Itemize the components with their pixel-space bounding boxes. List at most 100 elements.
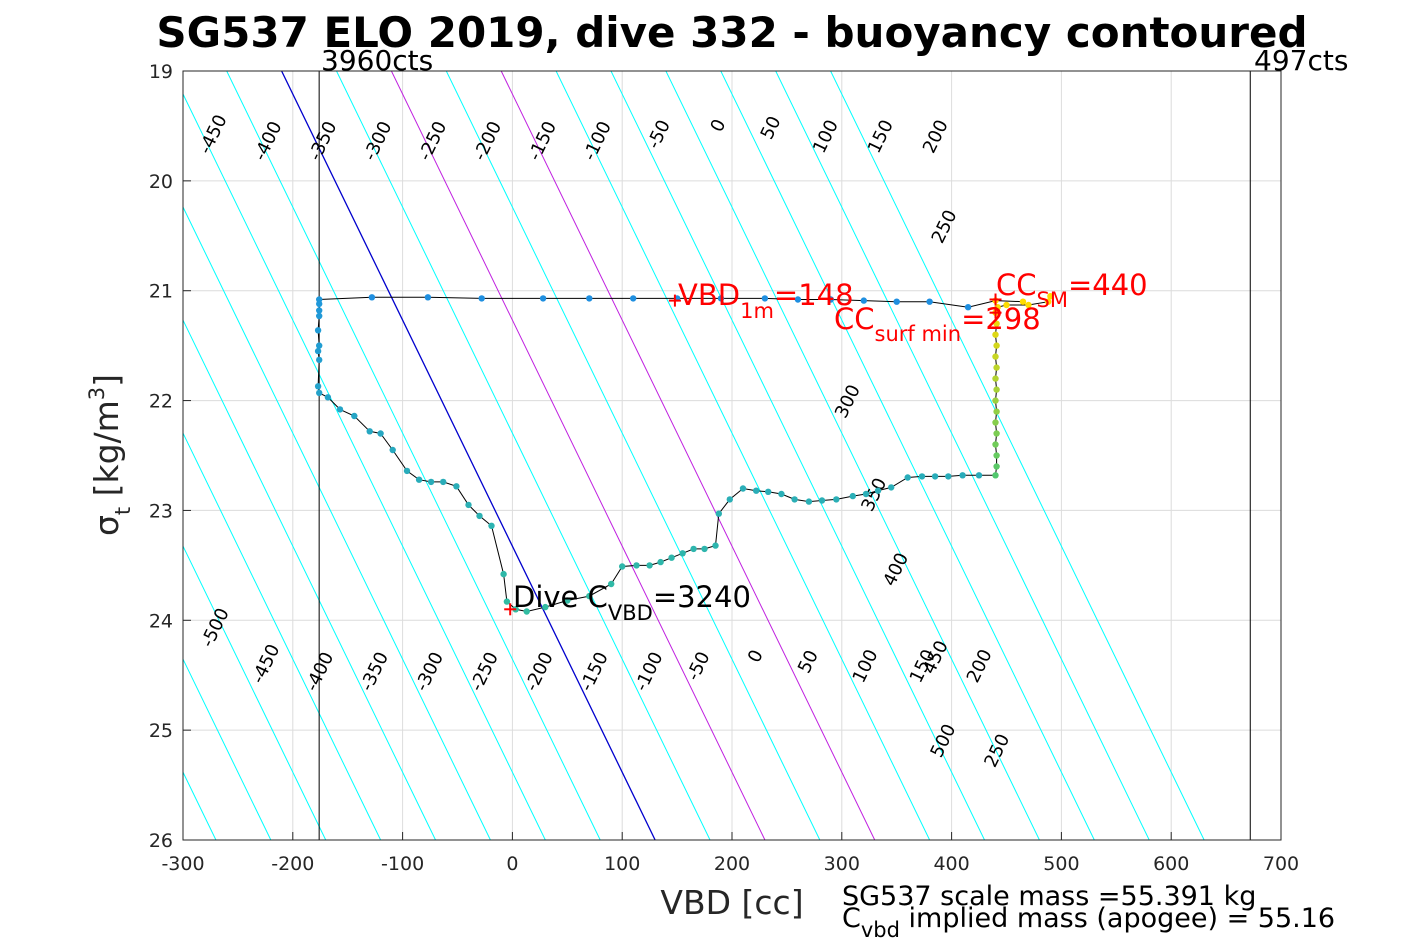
- track-point: [926, 298, 933, 305]
- track-point: [314, 383, 322, 390]
- cc-sm-annotation: CCSM=440: [996, 268, 1148, 312]
- track-point: [975, 472, 983, 479]
- vbd-1m-annotation: VBD1m=148: [678, 278, 854, 323]
- y-axis-label: σt [kg/m3]: [85, 374, 135, 536]
- track-point: [646, 562, 653, 569]
- footer-vbd-sub: vbd: [861, 918, 900, 942]
- track-point: [542, 603, 549, 611]
- track-point: [1045, 298, 1052, 305]
- track-point: [874, 487, 882, 494]
- vbd-limit-lines: [318, 71, 1251, 840]
- track-point: [717, 295, 725, 302]
- dive-cvbd-sub: VBD: [608, 601, 653, 625]
- track-point: [389, 446, 396, 454]
- track-point: [794, 296, 802, 303]
- track-point: [818, 497, 826, 504]
- contour-line: [500, 71, 876, 840]
- chart-title: SG537 ELO 2019, dive 332 - buoyancy cont…: [156, 8, 1307, 57]
- x-tick-label: -100: [381, 853, 424, 875]
- track-point: [964, 304, 972, 311]
- top-right-counts: 497cts: [1254, 44, 1348, 77]
- track-point: [992, 397, 999, 404]
- track-point: [657, 558, 664, 566]
- track-point: [1025, 301, 1032, 309]
- contour-line: [183, 92, 546, 840]
- track-point: [316, 389, 323, 397]
- contour-line: [720, 71, 1095, 840]
- y-label-superscript: 3: [85, 387, 109, 400]
- y-tick-label: 20: [149, 171, 173, 193]
- track-point: [324, 394, 332, 401]
- dive-cvbd-annotation: Dive CVBD=3240: [513, 580, 751, 625]
- x-tick-label: 100: [604, 853, 640, 875]
- track-point: [440, 478, 447, 486]
- contour-line: [183, 318, 436, 840]
- track-point: [992, 419, 999, 426]
- track-point: [690, 545, 697, 553]
- contour-line: [183, 658, 272, 840]
- x-tick-label: 0: [506, 853, 518, 875]
- track-point: [316, 342, 323, 349]
- track-point: [314, 327, 322, 334]
- x-tick-label: 400: [933, 853, 969, 875]
- annotation-markers: [504, 293, 1002, 616]
- track-point: [351, 412, 358, 420]
- track-point: [465, 501, 472, 509]
- track-point: [753, 487, 760, 494]
- track-point: [993, 408, 1000, 415]
- y-tick-label: 26: [149, 830, 173, 852]
- track-point: [992, 353, 999, 360]
- track-point: [424, 294, 432, 301]
- y-label-units: [kg/m: [87, 400, 126, 507]
- cc-sm-main: CC: [996, 268, 1037, 302]
- y-label-close: ]: [87, 374, 126, 387]
- track-point: [1047, 293, 1054, 300]
- footer-implied-mass: Cvbd implied mass (apogee) = 55.16: [842, 903, 1335, 942]
- vbd-1m-main: VBD: [678, 278, 740, 312]
- track-point: [586, 295, 593, 302]
- track-point: [993, 342, 1000, 349]
- track-point: [377, 430, 384, 437]
- y-label-subscript: t: [111, 507, 135, 515]
- track-point: [500, 570, 507, 578]
- track-point: [608, 580, 615, 588]
- track-point: [316, 356, 323, 364]
- cc-surf-value: =298: [961, 302, 1041, 336]
- track-point: [805, 498, 813, 505]
- track-point: [931, 473, 939, 480]
- track-point: [476, 512, 483, 520]
- cc-surf-min-annotation: CCsurf min=298: [834, 302, 1041, 346]
- y-tick-label: 22: [149, 391, 173, 413]
- track-point: [791, 496, 798, 503]
- footer-c: C: [842, 903, 861, 934]
- contour-line: [610, 71, 985, 840]
- cc-surf-sub: surf min: [875, 322, 962, 346]
- track-point: [918, 473, 926, 480]
- x-tick-label: 200: [714, 853, 750, 875]
- vbd-1m-value: =148: [774, 278, 854, 312]
- x-tick-label: 300: [824, 853, 860, 875]
- track-point: [761, 295, 769, 302]
- track-point: [488, 522, 495, 529]
- track-point: [959, 472, 966, 479]
- track-point: [888, 484, 895, 491]
- svg-text:σt [kg/m3]: σt [kg/m3]: [85, 374, 135, 536]
- track-point: [316, 300, 323, 308]
- track-point: [701, 545, 708, 553]
- track-point: [668, 554, 675, 561]
- x-axis-label: VBD [cc]: [660, 883, 803, 922]
- contour-line: [226, 71, 601, 840]
- track-point: [564, 597, 571, 604]
- track-point: [679, 550, 686, 557]
- track-point: [993, 320, 1000, 327]
- cc-surf-main: CC: [834, 302, 875, 336]
- track-point: [993, 452, 1000, 459]
- track-point: [503, 598, 511, 605]
- track-point: [314, 347, 322, 355]
- track-point: [904, 474, 911, 481]
- track-point: [619, 563, 626, 570]
- contour-line: [183, 431, 382, 840]
- track-point: [366, 428, 373, 435]
- track-point: [415, 476, 423, 483]
- contour-line: [336, 71, 711, 840]
